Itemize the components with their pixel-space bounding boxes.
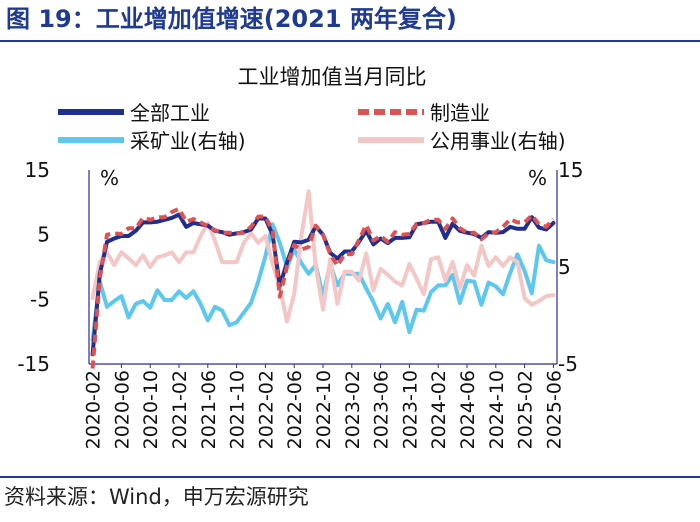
plot-series — [90, 189, 556, 369]
figure-title: 图 19：工业增加值增速(2021 两年复合) — [6, 5, 457, 33]
x-tick-label: 2020-10 — [140, 370, 162, 449]
left-tick-label: -5 — [30, 287, 50, 311]
left-tick-label: -15 — [17, 352, 50, 376]
x-tick-label: 2025-02 — [515, 370, 537, 449]
source-note: 资料来源：Wind，申万宏源研究 — [4, 485, 309, 509]
x-tick-label: 2022-02 — [255, 370, 277, 449]
series-line-right — [90, 189, 556, 324]
x-tick-label: 2023-10 — [399, 370, 421, 449]
x-tick-label: 2023-06 — [371, 370, 393, 449]
right-tick-label: 15 — [558, 158, 583, 182]
series-line-right — [90, 222, 556, 342]
x-tick-label: 2024-10 — [486, 370, 508, 449]
source-rule — [0, 476, 700, 478]
legend-label: 全部工业 — [130, 101, 210, 125]
axes: 15 5 -5 -15 15 5 -5 2020-02 2020-06 2020-10 2021-0… — [17, 158, 583, 449]
x-tick-label: 2025-06 — [543, 370, 565, 449]
title-rule — [0, 40, 700, 42]
right-tick-label: -5 — [558, 352, 578, 376]
x-tick-label: 2021-06 — [198, 370, 220, 449]
legend-label: 公用事业(右轴) — [430, 129, 566, 153]
x-tick-label: 2020-06 — [111, 370, 133, 449]
right-unit-label: % — [528, 166, 547, 190]
right-tick-label: 5 — [558, 255, 571, 279]
series-line-left — [90, 206, 555, 369]
left-tick-label: 5 — [37, 223, 50, 247]
x-tick-label: 2022-06 — [284, 370, 306, 449]
x-tick-label: 2022-10 — [313, 370, 335, 449]
x-tick-label: 2023-02 — [342, 370, 364, 449]
x-tick-label: 2021-10 — [227, 370, 249, 449]
x-tick-label: 2021-02 — [169, 370, 191, 449]
left-unit-label: % — [100, 166, 119, 190]
x-tick-label: 2024-02 — [428, 370, 450, 449]
legend-label: 采矿业(右轴) — [130, 129, 246, 153]
x-tick-label: 2020-02 — [83, 370, 105, 449]
chart-title: 工业增加值当月同比 — [238, 65, 427, 89]
x-tick-label: 2024-06 — [457, 370, 479, 449]
left-tick-label: 15 — [25, 158, 50, 182]
legend-label: 制造业 — [430, 101, 490, 125]
